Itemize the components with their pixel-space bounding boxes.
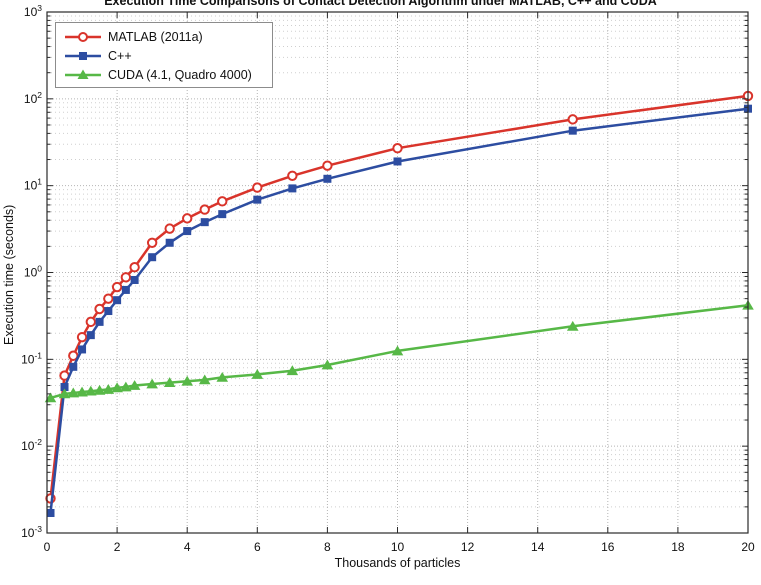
cuda-4-1-quadro-4000-marker [120,381,132,392]
legend-label: CUDA (4.1, Quadro 4000) [108,67,252,82]
matlab-2011a-marker [199,204,210,215]
cuda-4-1-quadro-4000-marker [181,375,193,386]
matlab-2011a-marker [392,143,403,154]
c-marker [323,174,332,183]
c-marker [104,307,113,316]
y-tick-label: 102 [24,90,42,106]
matlab-2011a-marker [76,331,88,343]
tick-labels: 0 2 4 6 8 10 12 14 16 18 20 103 102 101 100 10-1 10-2 10-… [21,3,755,554]
legend-item-cuda-4-1-quadro-4000: CUDA (4.1, Quadro 4000) [62,65,272,84]
matlab-2011a-marker [146,237,158,248]
legend-marker-circle-icon [65,31,101,42]
c-marker [86,331,95,340]
series-cuda-4-1-quadro-4000 [44,299,754,403]
cuda-4-1-quadro-4000-marker [128,380,141,390]
cuda-4-1-quadro-4000-marker [251,369,264,379]
matlab-2011a-line [49,94,749,499]
cuda-4-1-quadro-4000-marker [216,371,229,382]
c-marker [130,275,139,284]
grid-lines [47,12,748,533]
matlab-2011a-marker [85,316,97,328]
legend-item-matlab-2011a: MATLAB (2011a) [62,27,272,46]
x-tick-label: 20 [741,540,755,554]
x-tick-label: 0 [44,540,51,554]
legend-item-c: C++ [62,46,272,65]
legend-marker-square-icon [65,51,101,60]
matlab-2011a-marker [94,303,105,315]
legend-label: MATLAB (2011a) [108,29,203,44]
series-matlab-2011a [45,90,754,504]
c-marker [69,362,78,371]
legend-label: C++ [108,48,132,63]
cuda-4-1-quadro-4000-marker [163,377,176,387]
matlab-2011a-marker [567,114,578,125]
x-tick-label: 4 [184,540,191,554]
x-tick-label: 8 [324,540,331,554]
matlab-2011a-marker [287,170,298,181]
c-marker [200,218,209,227]
chart-title: Execution Time Comparisons of Contact De… [104,0,657,8]
x-tick-label: 2 [114,540,121,554]
matlab-2011a-marker [120,272,132,283]
matlab-2011a-marker [322,160,333,171]
cuda-4-1-quadro-4000-marker [286,365,299,376]
x-tick-label: 16 [601,540,615,554]
c-marker [148,253,157,262]
cuda-4-1-quadro-4000-marker [321,359,334,370]
x-tick-label: 6 [254,540,261,554]
c-line [49,107,749,514]
axes [46,11,749,534]
cuda-4-1-quadro-4000-marker [67,387,80,398]
legend-box: MATLAB (2011a) C++ CUDA (4.1, Quadro 4000) [55,22,273,88]
cuda-4-1-quadro-4000-marker [198,374,211,385]
series-c [46,104,752,517]
legend-marker-triangle-icon [65,69,101,79]
cuda-4-1-quadro-4000-marker [146,378,158,389]
c-marker [253,195,262,204]
matlab-2011a-marker [164,223,175,234]
c-marker [218,210,227,219]
cuda-4-1-quadro-4000-marker [58,388,71,399]
y-tick-label: 10-1 [21,350,42,366]
matlab-2011a-marker [252,182,263,193]
cuda-4-1-quadro-4000-marker [566,320,579,331]
c-marker [393,157,402,166]
y-axis-label: Execution time (seconds) [2,204,16,346]
cuda-4-1-quadro-4000-marker [391,345,404,356]
c-marker [78,345,87,354]
c-marker [288,184,297,193]
y-tick-label: 101 [24,177,42,193]
cuda-4-1-quadro-4000-marker [111,382,123,393]
matlab-2011a-marker [111,281,123,293]
c-marker [183,227,192,236]
c-marker [46,508,55,517]
x-tick-label: 18 [671,540,685,554]
matlab-2011a-marker [129,262,140,273]
x-tick-label: 14 [531,540,545,554]
matlab-2011a-marker [103,293,114,304]
c-marker [121,285,130,294]
c-marker [568,126,577,135]
y-tick-label: 103 [24,3,42,19]
matlab-2011a-marker [182,213,193,224]
cuda-4-1-quadro-4000-marker [76,386,88,397]
y-tick-label: 100 [24,264,42,280]
y-tick-label: 10-3 [21,524,42,540]
y-tick-label: 10-2 [21,437,42,453]
cuda-4-1-quadro-4000-marker [102,384,115,394]
matlab-2011a-marker [68,350,79,361]
cuda-4-1-quadro-4000-marker [44,392,57,403]
c-marker [165,238,174,247]
c-marker [95,317,104,326]
x-axis-label: Thousands of particles [334,556,461,570]
cuda-4-1-quadro-4000-marker [85,385,97,396]
c-marker [60,383,69,392]
c-marker [113,296,122,305]
x-tick-label: 10 [391,540,405,554]
cuda-4-1-quadro-4000-marker [93,384,106,395]
x-tick-label: 12 [461,540,475,554]
matlab-2011a-marker [217,196,228,207]
